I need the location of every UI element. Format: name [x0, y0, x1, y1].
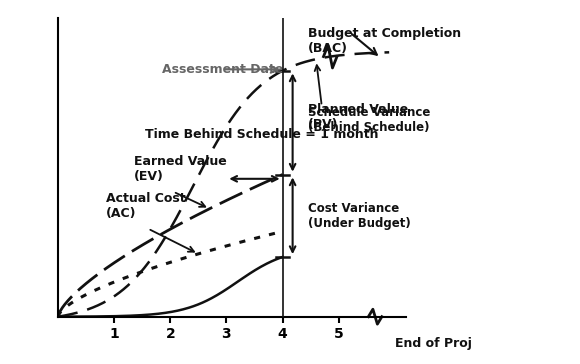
Text: Budget at Completion
(BAC): Budget at Completion (BAC): [308, 27, 461, 55]
Text: Planned Value
(PV): Planned Value (PV): [308, 103, 408, 131]
Text: End of Proj: End of Proj: [395, 337, 472, 349]
Text: Schedule Variance
(Behind Schedule): Schedule Variance (Behind Schedule): [308, 106, 430, 134]
Text: Assessment Date: Assessment Date: [162, 63, 283, 76]
Text: Cost Variance
(Under Budget): Cost Variance (Under Budget): [308, 202, 411, 230]
Text: Time Behind Schedule = 1 month: Time Behind Schedule = 1 month: [145, 128, 379, 141]
Text: Earned Value
(EV): Earned Value (EV): [134, 155, 227, 183]
Text: Actual Cost
(AC): Actual Cost (AC): [106, 192, 186, 220]
